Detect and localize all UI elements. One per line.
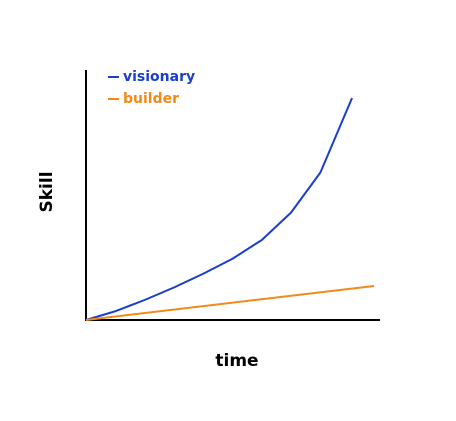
legend-label: visionary bbox=[123, 69, 195, 85]
x-axis-label: time bbox=[215, 351, 258, 371]
y-axis-label: Skill bbox=[37, 171, 57, 212]
legend-label: builder bbox=[123, 91, 179, 107]
series-line bbox=[85, 285, 375, 321]
series-line bbox=[85, 97, 353, 321]
